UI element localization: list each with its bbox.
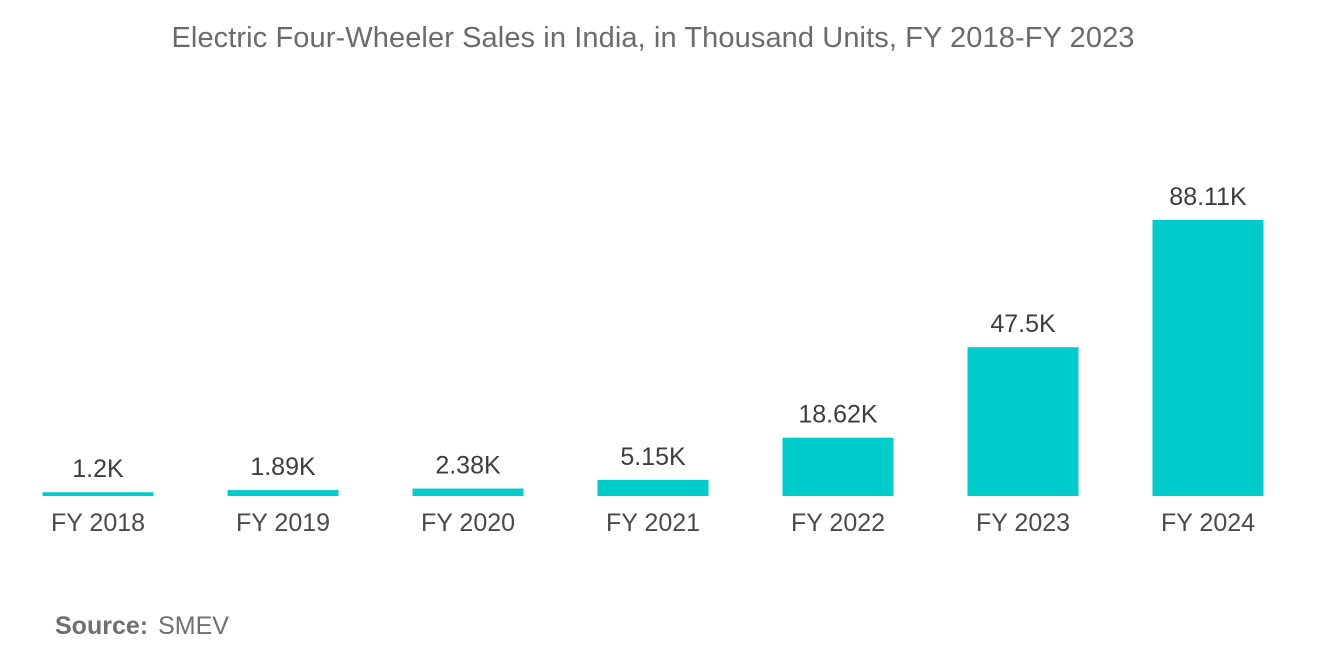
category-label: FY 2019	[236, 509, 330, 537]
bar-fy-2021	[597, 479, 709, 496]
value-label: 1.89K	[250, 453, 316, 481]
category-labels-layer: FY 2018 FY 2019 FY 2020 FY 2021 FY 2022 FY 20…	[51, 509, 1255, 537]
value-labels-layer: 1.2K 1.89K 2.38K 5.15K 18.62K 47.5K 88.11K	[72, 183, 1247, 483]
category-label: FY 2021	[606, 509, 700, 537]
source-label: Source:	[55, 612, 149, 640]
category-label: FY 2018	[51, 509, 145, 537]
bar-fy-2020	[412, 488, 524, 496]
value-label: 88.11K	[1169, 183, 1247, 211]
category-label: FY 2023	[976, 509, 1070, 537]
value-label: 1.2K	[72, 455, 124, 483]
bar-fy-2019	[227, 490, 339, 496]
bar-fy-2018	[42, 492, 154, 496]
bar-fy-2022	[782, 437, 894, 496]
source-note: Source: SMEV	[55, 612, 229, 641]
category-label: FY 2024	[1161, 509, 1255, 537]
bar-chart: 1.2K 1.89K 2.38K 5.15K 18.62K 47.5K 88.11K FY …	[42, 183, 1264, 537]
bar-fy-2023	[967, 347, 1079, 496]
category-label: FY 2022	[791, 509, 885, 537]
value-label: 2.38K	[435, 452, 501, 480]
value-label: 5.15K	[620, 443, 686, 471]
chart-title: Electric Four-Wheeler Sales in India, in…	[171, 22, 1135, 54]
bars-layer	[42, 220, 1264, 496]
category-label: FY 2020	[421, 509, 515, 537]
value-label: 47.5K	[990, 310, 1056, 338]
source-value: SMEV	[158, 612, 229, 640]
value-label: 18.62K	[798, 401, 878, 429]
bar-fy-2024	[1152, 220, 1264, 496]
